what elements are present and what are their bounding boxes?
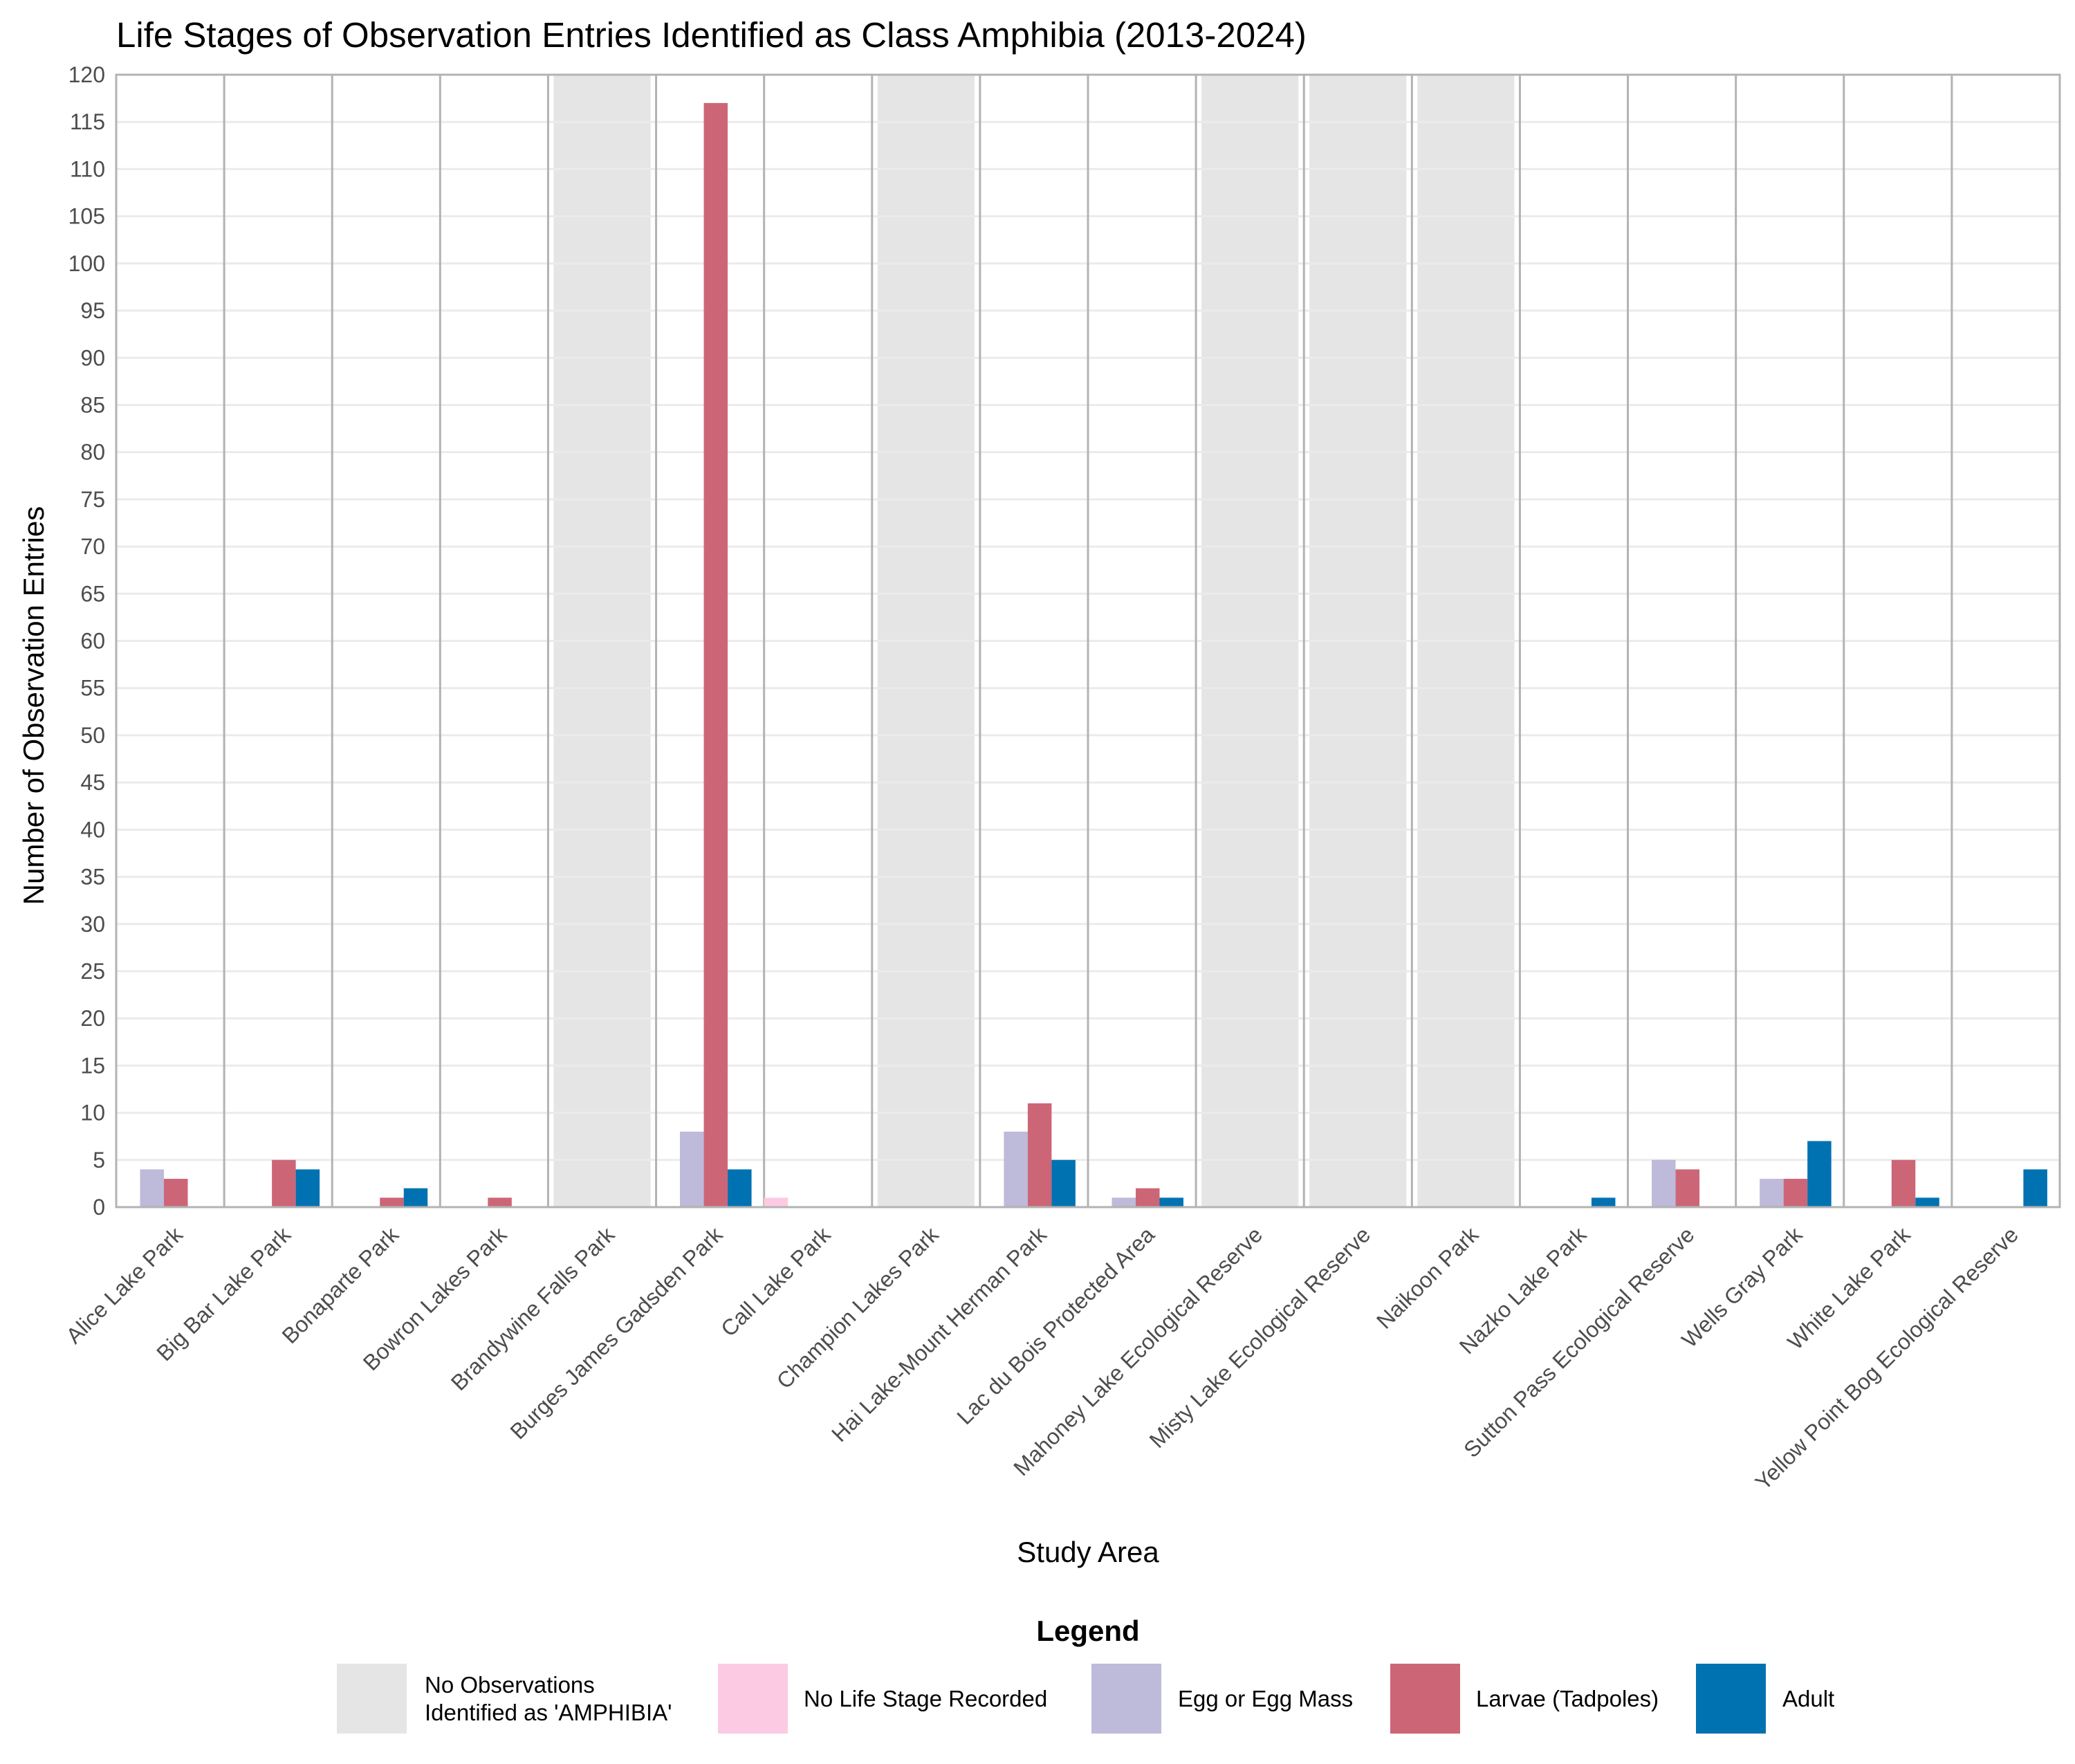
legend-key — [718, 1664, 788, 1734]
y-tick-label: 105 — [68, 204, 105, 229]
x-tick-label: Naikoon Park — [1372, 1222, 1484, 1334]
legend-item: Adult — [1696, 1664, 1834, 1734]
legend-label: Adult — [1782, 1686, 1834, 1711]
y-tick-label: 120 — [68, 62, 105, 87]
legend-label: Larvae (Tadpoles) — [1476, 1686, 1659, 1711]
bar — [403, 1188, 428, 1207]
y-tick-label: 10 — [80, 1101, 105, 1126]
y-axis-title: Number of Observation Entries — [17, 506, 50, 906]
bar — [1783, 1179, 1808, 1207]
y-tick-label: 100 — [68, 251, 105, 276]
category-separators — [223, 75, 1953, 1207]
legend-title: Legend — [1036, 1615, 1139, 1647]
legend-key — [337, 1664, 407, 1734]
bar — [1051, 1159, 1076, 1207]
y-tick-label: 15 — [80, 1053, 105, 1078]
bar — [2023, 1169, 2047, 1207]
x-tick-label: Lac du Bois Protected Area — [952, 1222, 1159, 1429]
panel-border — [115, 73, 2061, 1209]
bar — [1159, 1197, 1183, 1207]
x-tick-label: Misty Lake Ecological Reserve — [1145, 1222, 1376, 1453]
bar — [680, 1131, 704, 1207]
y-tick-label: 60 — [80, 629, 105, 654]
bar — [1652, 1159, 1676, 1207]
bar — [488, 1197, 512, 1207]
y-tick-label: 110 — [70, 156, 105, 181]
x-tick-label: Burges James Gadsden Park — [506, 1222, 728, 1444]
x-axis-title: Study Area — [1017, 1536, 1159, 1568]
bar — [1807, 1141, 1832, 1207]
bar — [1112, 1197, 1136, 1207]
y-tick-label: 70 — [80, 534, 105, 559]
y-tick-label: 45 — [80, 770, 105, 795]
y-axis-ticks: 0 5 10 15 20 25 30 35 40 45 50 55 60 65 70 75 80 85 90 95 10… — [68, 62, 105, 1220]
legend-label: No Observations Identified as 'AMPHIBIA' — [425, 1672, 672, 1725]
y-tick-label: 55 — [80, 676, 105, 701]
bar — [140, 1169, 164, 1207]
bar — [1591, 1197, 1616, 1207]
bar — [295, 1169, 320, 1207]
y-tick-label: 85 — [80, 392, 105, 417]
legend-item: No Observations Identified as 'AMPHIBIA' — [337, 1664, 672, 1734]
y-tick-label: 25 — [80, 959, 105, 984]
bar-marks — [140, 102, 2047, 1207]
y-tick-label: 20 — [80, 1006, 105, 1031]
x-tick-label: Call Lake Park — [716, 1222, 836, 1341]
legend-key — [1091, 1664, 1161, 1734]
chart-title: Life Stages of Observation Entries Ident… — [116, 15, 1307, 55]
bar — [703, 102, 728, 1207]
x-tick-label: Sutton Pass Ecological Reserve — [1459, 1222, 1699, 1462]
y-tick-label: 5 — [93, 1148, 105, 1173]
x-tick-label: Alice Lake Park — [61, 1222, 187, 1348]
y-tick-label: 65 — [80, 581, 105, 606]
y-tick-label: 30 — [80, 912, 105, 937]
legend-item: No Life Stage Recorded — [718, 1664, 1047, 1734]
bar — [380, 1197, 404, 1207]
bar — [728, 1169, 752, 1207]
bar — [1004, 1131, 1028, 1207]
legend-item: Larvae (Tadpoles) — [1390, 1664, 1659, 1734]
bar — [1760, 1179, 1784, 1207]
legend-key — [1696, 1664, 1766, 1734]
y-tick-label: 90 — [80, 345, 105, 370]
y-tick-label: 95 — [80, 298, 105, 323]
bar — [272, 1159, 296, 1207]
legend-label: Egg or Egg Mass — [1178, 1686, 1353, 1711]
y-tick-label: 35 — [80, 865, 105, 890]
y-tick-label: 0 — [93, 1195, 105, 1220]
bar — [1136, 1188, 1160, 1207]
y-tick-label: 50 — [80, 723, 105, 748]
y-tick-label: 115 — [70, 109, 105, 134]
legend-key — [1390, 1664, 1460, 1734]
bar — [1915, 1197, 1939, 1207]
y-tick-label: 75 — [80, 487, 105, 512]
bar — [764, 1197, 788, 1207]
legend: No Observations Identified as 'AMPHIBIA' N… — [337, 1664, 1834, 1734]
x-tick-label: Bonaparte Park — [277, 1222, 404, 1348]
x-tick-label: Hai Lake-Mount Herman Park — [827, 1222, 1051, 1446]
bar — [1027, 1103, 1052, 1207]
legend-label: No Life Stage Recorded — [804, 1686, 1047, 1711]
y-tick-label: 80 — [80, 440, 105, 465]
legend-item: Egg or Egg Mass — [1091, 1664, 1353, 1734]
bar — [1675, 1169, 1700, 1207]
bar — [164, 1179, 188, 1207]
bar — [1891, 1159, 1916, 1207]
y-tick-label: 40 — [80, 817, 105, 842]
